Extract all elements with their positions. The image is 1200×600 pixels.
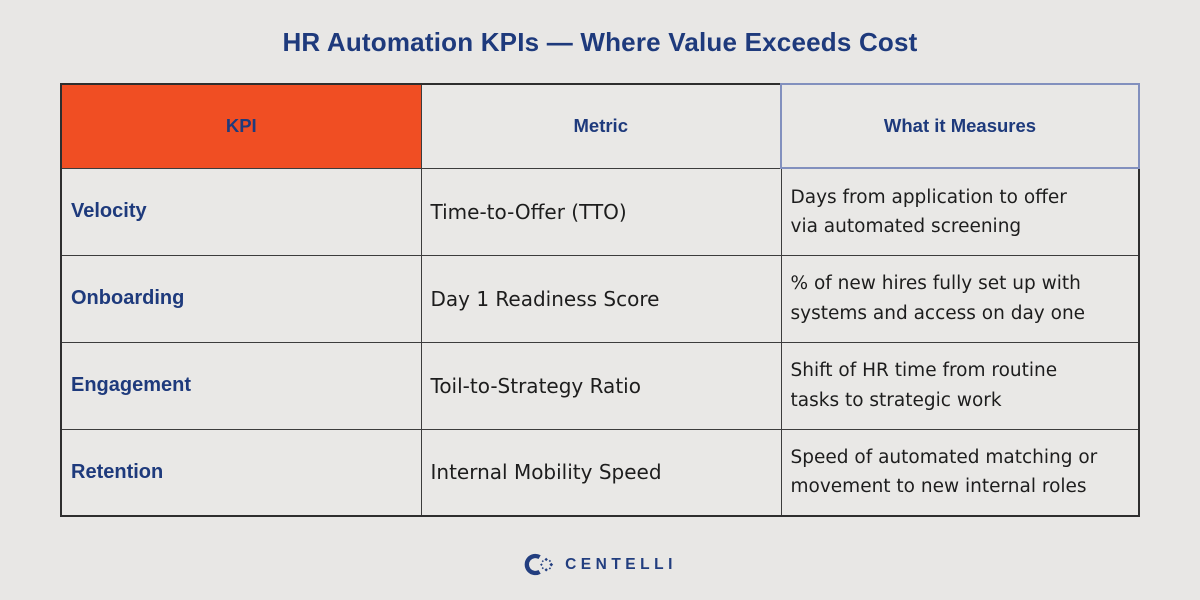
table-row: Engagement Toil-to-Strategy Ratio Shift … bbox=[60, 341, 1140, 430]
metric-cell: Time-to-Offer (TTO) bbox=[420, 167, 782, 256]
measures-cell: Shift of HR time from routine tasks to s… bbox=[780, 341, 1140, 430]
kpi-cell: Retention bbox=[60, 428, 422, 517]
table-row: Onboarding Day 1 Readiness Score % of ne… bbox=[60, 254, 1140, 343]
brand-name: CENTELLI bbox=[565, 555, 677, 573]
measures-cell: Speed of automated matching or movement … bbox=[780, 428, 1140, 517]
metric-cell: Day 1 Readiness Score bbox=[420, 254, 782, 343]
column-header-kpi: KPI bbox=[60, 83, 422, 169]
metric-cell: Internal Mobility Speed bbox=[420, 428, 782, 517]
column-header-measures: What it Measures bbox=[780, 83, 1140, 169]
header-row: KPI Metric What it Measures bbox=[60, 83, 1140, 169]
column-header-metric: Metric bbox=[420, 83, 782, 169]
centelli-logo-icon bbox=[523, 549, 557, 580]
measures-cell: Days from application to offer via autom… bbox=[780, 167, 1140, 256]
kpi-cell: Engagement bbox=[60, 341, 422, 430]
measures-cell: % of new hires fully set up with systems… bbox=[780, 254, 1140, 343]
table-row: Velocity Time-to-Offer (TTO) Days from a… bbox=[60, 167, 1140, 256]
table-row: Retention Internal Mobility Speed Speed … bbox=[60, 428, 1140, 517]
page-title: HR Automation KPIs — Where Value Exceeds… bbox=[282, 27, 918, 57]
kpi-table: KPI Metric What it Measures Velocity Tim… bbox=[60, 83, 1140, 517]
kpi-cell: Onboarding bbox=[60, 254, 422, 343]
metric-cell: Toil-to-Strategy Ratio bbox=[420, 341, 782, 430]
kpi-cell: Velocity bbox=[60, 167, 422, 256]
brand-footer: CENTELLI bbox=[0, 549, 1200, 580]
